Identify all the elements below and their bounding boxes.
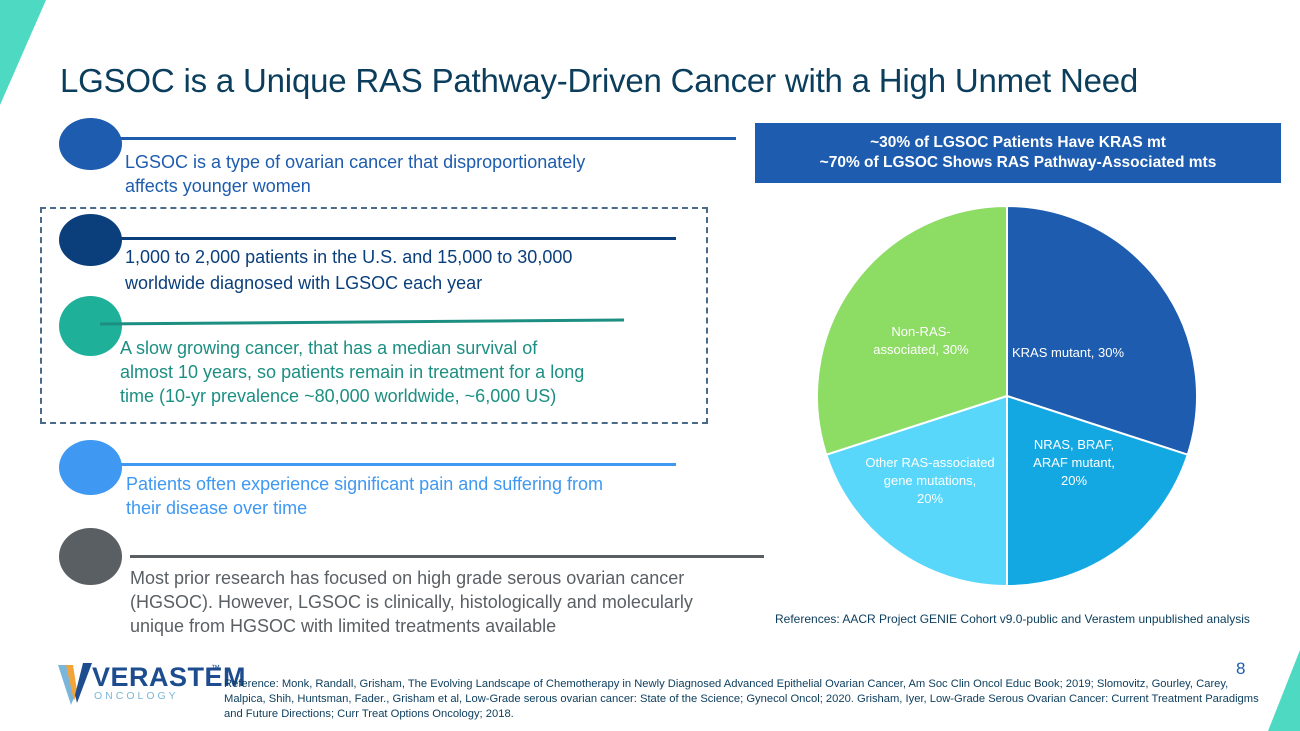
bullet-text-1: LGSOC is a type of ovarian cancer that d… <box>125 150 585 198</box>
verastem-logo: VERASTEM ™ ONCOLOGY <box>58 661 246 706</box>
bullet-4-line-2: their disease over time <box>126 498 308 518</box>
bullet-rule-5 <box>130 555 764 558</box>
bullet-2-line-2: worldwide diagnosed with LGSOC each year <box>125 273 483 293</box>
bullet-text-4: Patients often experience significant pa… <box>126 472 603 520</box>
mutation-pie-chart: KRAS mutant, 30% NRAS, BRAF, ARAF mutant, 2… <box>816 204 1198 588</box>
pie-slice-3 <box>825 394 1008 588</box>
page-title: LGSOC is a Unique RAS Pathway-Driven Can… <box>60 62 1139 99</box>
banner-line-1: ~30% of LGSOC Patients Have KRAS mt <box>870 134 1166 151</box>
bullet-2-line-1: 1,000 to 2,000 patients in the U.S. and … <box>125 247 573 267</box>
bullet-dot-4 <box>59 440 122 495</box>
bullet-rule-3 <box>100 318 625 326</box>
logo-trademark: ™ <box>211 663 220 673</box>
bullet-5-line-3: unique from HGSOC with limited treatment… <box>130 616 557 636</box>
bullet-4-line-1: Patients often experience significant pa… <box>126 474 603 494</box>
pie-slice-2 <box>1006 394 1189 588</box>
bullet-1-line-1: LGSOC is a type of ovarian cancer that d… <box>125 152 586 172</box>
logo-subtitle: ONCOLOGY <box>94 690 179 702</box>
bullet-1-line-2: affects younger women <box>125 176 311 196</box>
bullet-dot-5 <box>59 528 122 585</box>
highlight-box <box>40 207 708 424</box>
bullet-dot-2 <box>59 214 122 266</box>
pie-label-1: KRAS mutant, 30% <box>1012 345 1124 360</box>
corner-accent-bottom-right <box>1268 650 1300 731</box>
kras-summary-banner: ~30% of LGSOC Patients Have KRAS mt ~70%… <box>755 123 1281 183</box>
pie-label-4: Non-RAS-associated, 30% <box>873 324 969 357</box>
footer-references: Reference: Monk, Randall, Grisham, The E… <box>224 678 1259 720</box>
bullet-rule-2 <box>100 237 676 240</box>
bullet-5-line-1: Most prior research has focused on high … <box>130 568 685 588</box>
bullet-3-line-3: time (10-yr prevalence ~80,000 worldwide… <box>120 386 557 406</box>
pie-label-2: NRAS, BRAF, ARAF mutant, 20% <box>1033 437 1115 488</box>
bullet-rule-4 <box>100 463 676 466</box>
bullet-text-5: Most prior research has focused on high … <box>130 566 693 638</box>
bullet-5-line-2: (HGSOC). However, LGSOC is clinically, h… <box>130 592 693 612</box>
bullet-3-line-1: A slow growing cancer, that has a median… <box>120 338 538 358</box>
corner-accent-top-left <box>0 0 46 105</box>
logo-wordmark: VERASTEM <box>92 662 247 692</box>
pie-slice-1 <box>1006 204 1198 456</box>
bullet-3-line-2: almost 10 years, so patients remain in t… <box>120 362 585 382</box>
page-number: 8 <box>1236 659 1246 678</box>
pie-label-3: Other RAS-associated gene mutations, 20% <box>865 455 994 506</box>
bullet-text-2: 1,000 to 2,000 patients in the U.S. and … <box>125 245 572 295</box>
logo-v-mark-icon <box>58 663 92 705</box>
bullet-dot-1 <box>59 118 122 170</box>
pie-slice-4 <box>816 204 1008 456</box>
bullet-text-3: A slow growing cancer, that has a median… <box>120 336 584 408</box>
chart-references: References: AACR Project GENIE Cohort v9… <box>775 612 1250 626</box>
banner-line-2: ~70% of LGSOC Shows RAS Pathway-Associat… <box>819 154 1217 171</box>
bullet-dot-3 <box>59 296 122 356</box>
bullet-rule-1 <box>100 137 736 140</box>
